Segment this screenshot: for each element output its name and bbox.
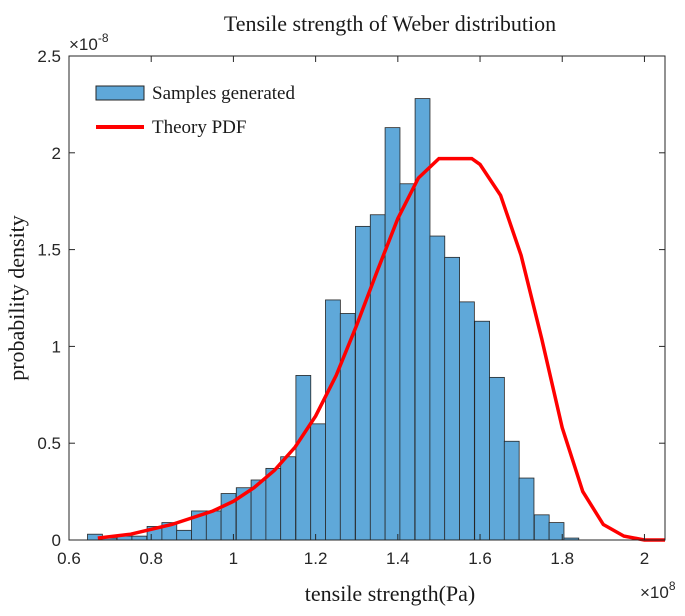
histogram-bar-16 xyxy=(325,299,341,541)
x-tick-label: 0.8 xyxy=(139,549,163,568)
axes-box xyxy=(68,55,666,541)
x-tick-label: 1 xyxy=(229,549,238,568)
theory-pdf-line xyxy=(97,156,665,542)
histogram-bar-12 xyxy=(265,467,282,541)
y-tick-label: 1 xyxy=(52,337,61,356)
y-tick-label: 2.5 xyxy=(37,47,61,66)
legend-label-theory: Theory PDF xyxy=(152,117,246,138)
legend-swatch-histogram xyxy=(95,85,145,101)
histogram-bar-19 xyxy=(369,214,386,541)
histogram-bar-15 xyxy=(310,423,326,541)
histogram-bar-8 xyxy=(205,510,222,541)
x-tick-label: 1.8 xyxy=(550,549,574,568)
legend-label-samples: Samples generated xyxy=(152,83,295,104)
histogram-bar-13 xyxy=(280,456,296,541)
histogram-bar-23 xyxy=(429,235,446,541)
y-tick-label: 0.5 xyxy=(37,434,61,453)
chart-title: Tensile strength of Weber distribution xyxy=(224,11,556,36)
x-tick-label: 1.4 xyxy=(386,549,410,568)
histogram-bar-22 xyxy=(414,98,431,541)
x-axis-label: tensile strength(Pa) xyxy=(305,581,475,606)
x-tick-label: 1.2 xyxy=(304,549,328,568)
x-tick-label: 0.6 xyxy=(57,549,81,568)
histogram-bar-25 xyxy=(459,301,475,541)
x-exponent-label: ×108 xyxy=(640,579,676,602)
histogram-bar-18 xyxy=(355,225,371,541)
histogram-bar-27 xyxy=(489,376,505,541)
histogram-bar-21 xyxy=(399,183,416,541)
y-tick-label: 1.5 xyxy=(37,241,61,260)
histogram-bars xyxy=(87,98,580,541)
histogram-bar-24 xyxy=(444,256,460,541)
y-tick-label: 2 xyxy=(52,144,61,163)
histogram-bar-20 xyxy=(384,127,401,541)
histogram-bar-26 xyxy=(474,320,490,541)
y-exponent-label: ×10-8 xyxy=(69,31,109,54)
histogram-bar-6 xyxy=(176,529,192,541)
histogram-bar-28 xyxy=(503,440,520,541)
y-axis-ticks: 0 0.5 1 1.5 2 2.5 xyxy=(37,47,665,550)
x-axis-ticks: 0.6 0.8 1 1.2 1.4 1.6 1.8 2 xyxy=(57,56,649,568)
x-tick-label: 2 xyxy=(640,549,649,568)
y-tick-label: 0 xyxy=(52,531,61,550)
histogram-bar-31 xyxy=(548,522,565,541)
histogram-bar-29 xyxy=(518,477,535,541)
legend: Samples generated Theory PDF xyxy=(95,83,295,138)
histogram-bar-14 xyxy=(295,375,312,541)
histogram-bar-3 xyxy=(131,535,148,541)
y-axis-label: probability density xyxy=(4,215,29,381)
x-tick-label: 1.6 xyxy=(468,549,492,568)
histogram-bar-30 xyxy=(533,514,550,541)
